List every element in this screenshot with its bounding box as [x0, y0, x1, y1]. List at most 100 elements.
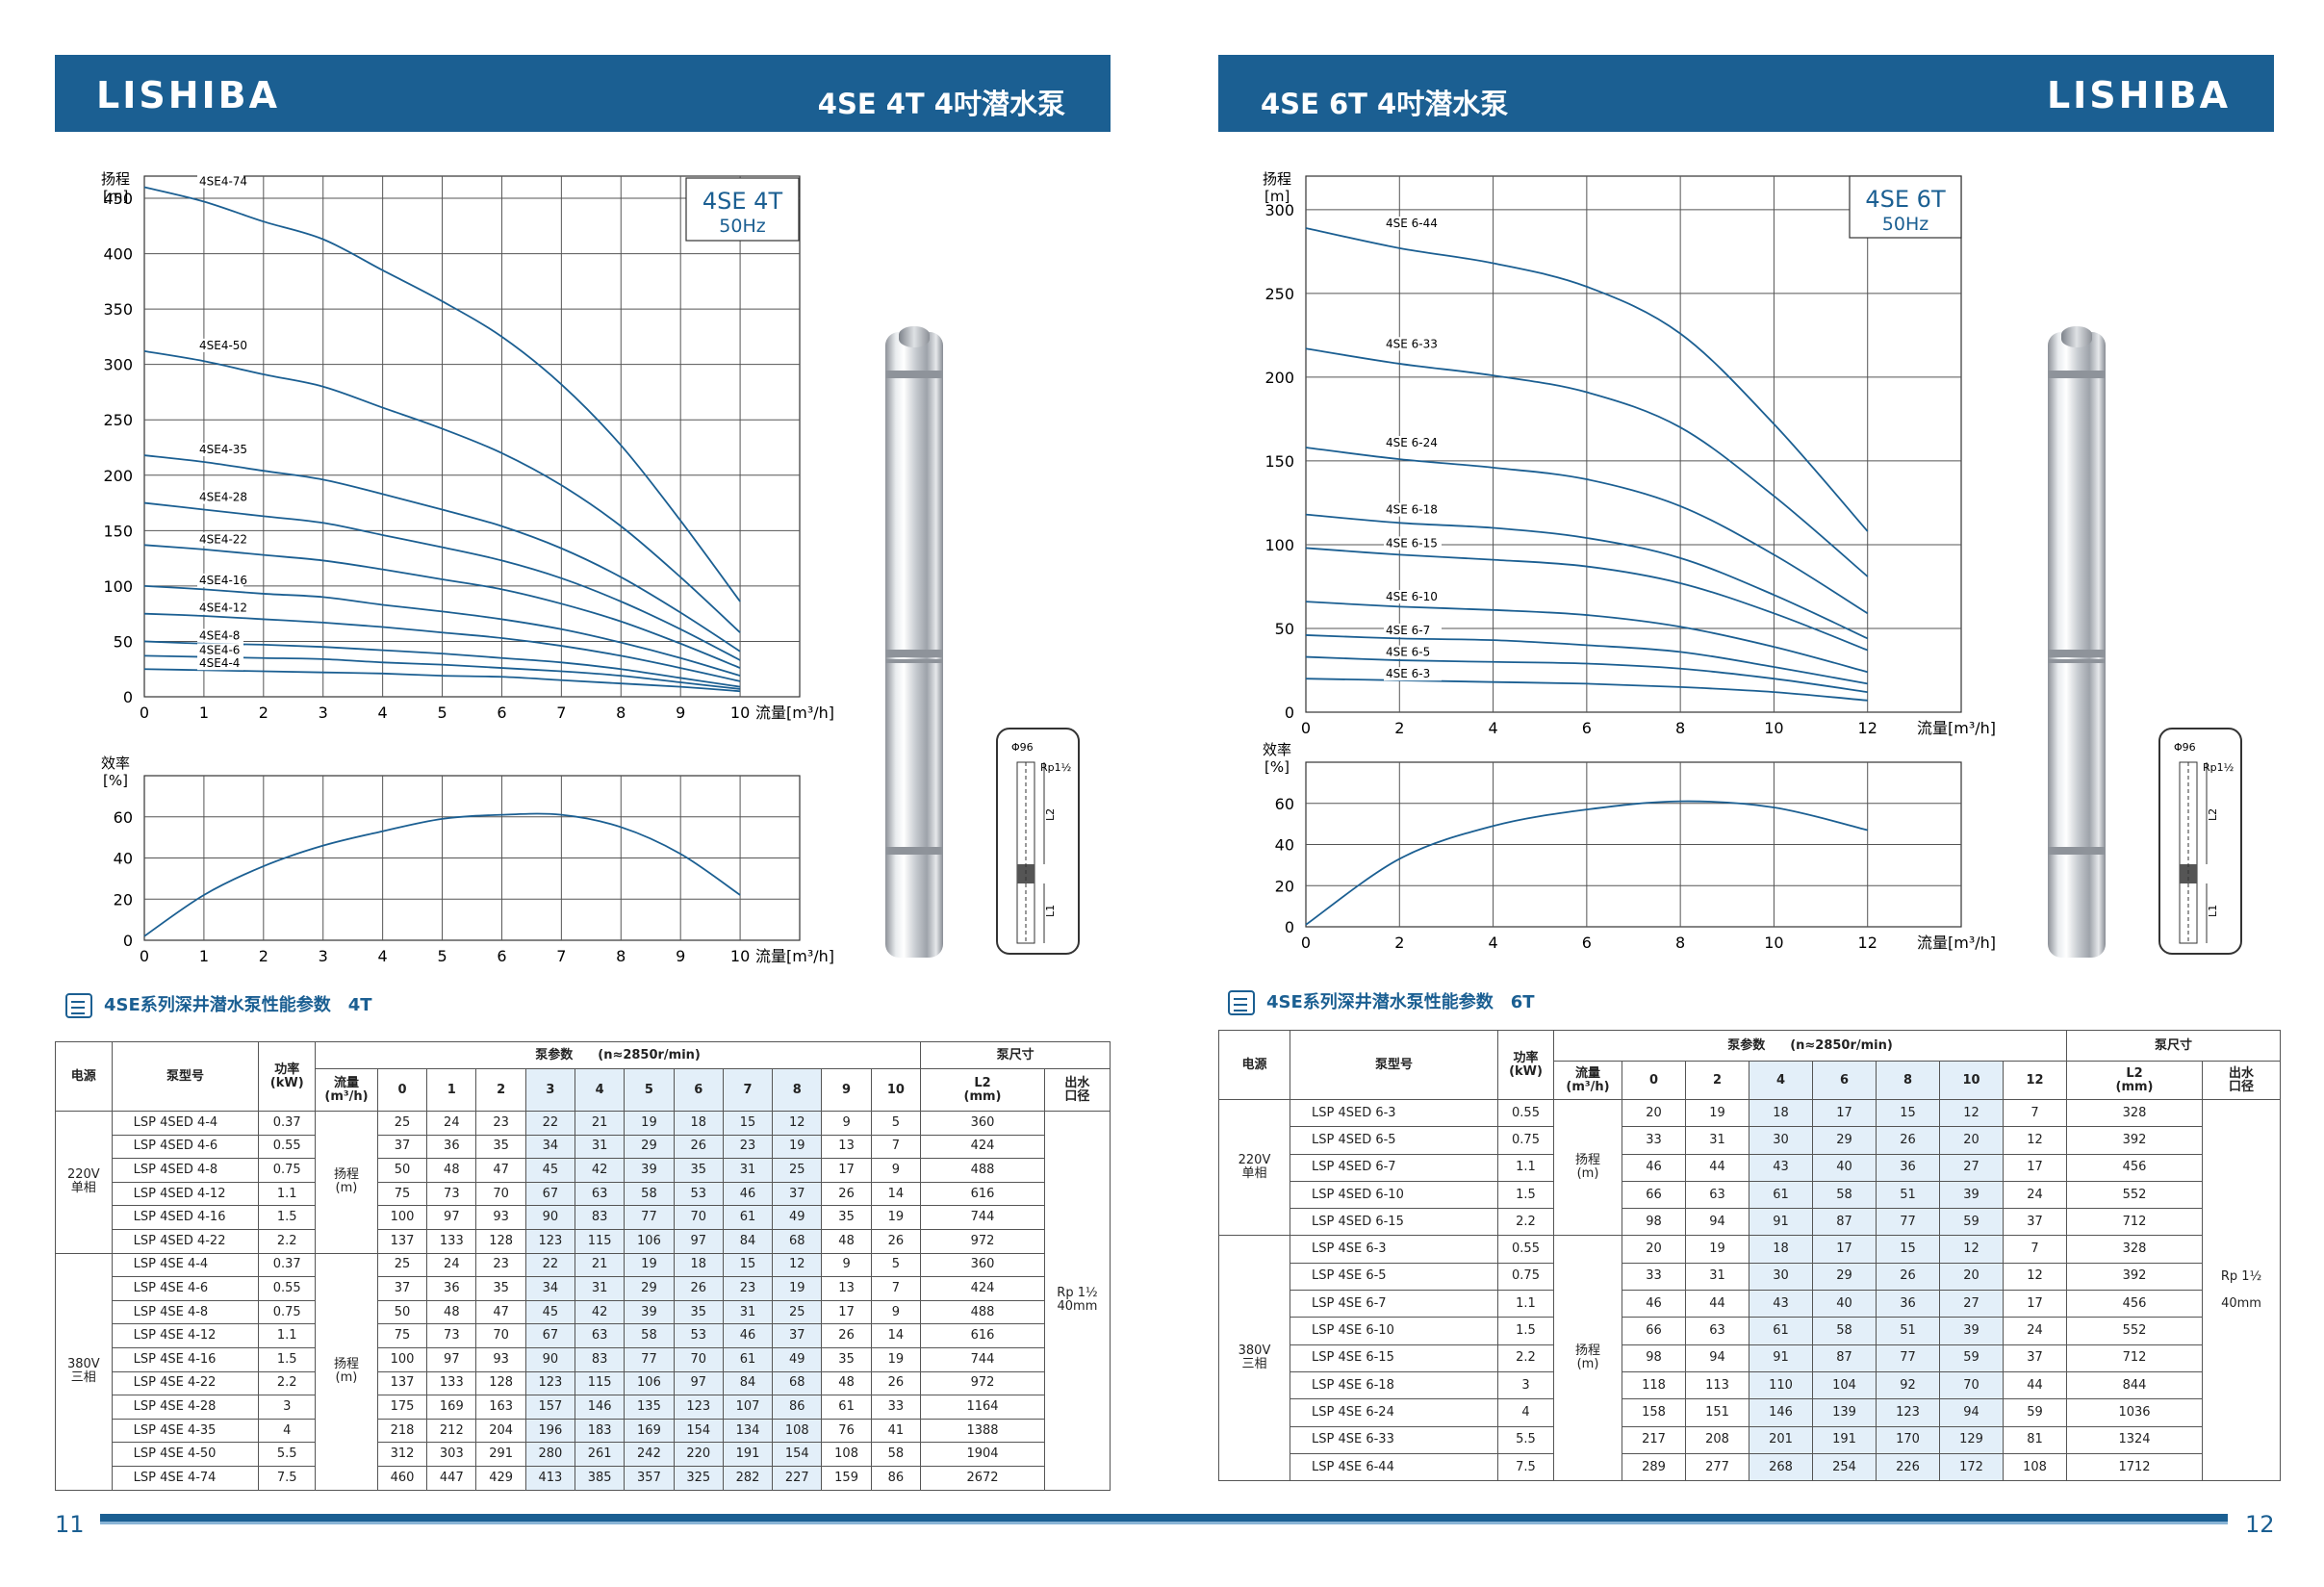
document-icon: [65, 993, 92, 1018]
head-value-cell: 325: [673, 1465, 724, 1491]
head-value-cell: 100: [376, 1346, 428, 1372]
head-value-cell: 23: [722, 1276, 774, 1301]
head-value-cell: 13: [821, 1134, 872, 1160]
power-kw-cell: 1.1: [1497, 1153, 1554, 1182]
power-kw-cell: 0.37: [258, 1111, 317, 1136]
head-value-cell: 18: [1749, 1235, 1813, 1264]
x-tick-label: 0: [140, 704, 149, 722]
series-label: 4SE 6-5: [1386, 646, 1430, 659]
column-header: 泵参数 (n≈2850r/min): [1552, 1030, 2068, 1062]
head-value-cell: 75: [376, 1323, 428, 1348]
head-value-cell: 15: [1876, 1098, 1940, 1128]
head-value-cell: 25: [772, 1299, 823, 1325]
series-label: 4SE4-4: [199, 656, 240, 670]
head-value-cell: 18: [1749, 1098, 1813, 1128]
x-tick-label: 4: [378, 704, 388, 722]
series-line: [1305, 347, 1869, 577]
x-tick-label: 9: [676, 947, 685, 965]
table-row: LSP 4SE 6-7 1.1 46 44 43 40 36 27 17 456: [1219, 1290, 2281, 1318]
head-value-cell: 137: [376, 1228, 428, 1254]
power-kw-cell: 7.5: [258, 1465, 317, 1491]
power-kw-cell: 0.75: [1497, 1262, 1554, 1292]
x-tick-label: 6: [497, 704, 506, 722]
model-cell: LSP 4SE 4-12: [111, 1323, 260, 1348]
x-tick-label: 10: [1764, 934, 1783, 952]
l2-cell: 456: [2066, 1290, 2204, 1318]
x-tick-label: 4: [1488, 934, 1497, 952]
power-cell: 220V 单相: [1218, 1098, 1290, 1237]
head-value-cell: 77: [1876, 1344, 1940, 1372]
series-label-bg: [1384, 435, 1442, 449]
head-value-cell: 39: [624, 1158, 675, 1183]
head-value-cell: 73: [426, 1323, 477, 1348]
y-tick-label: 450: [103, 190, 133, 208]
page-title: 4SE 4T 4吋潜水泵: [817, 88, 1065, 120]
head-value-cell: 68: [772, 1370, 823, 1396]
column-header: 泵型号: [1290, 1030, 1498, 1100]
series-label-bg: [197, 573, 243, 587]
head-value-cell: 58: [624, 1323, 675, 1348]
head-value-cell: 26: [673, 1276, 724, 1301]
head-value-cell: 63: [575, 1323, 626, 1348]
l2-cell: 488: [920, 1158, 1045, 1183]
pump-image: [2048, 326, 2106, 958]
x-tick-label: 7: [556, 704, 566, 722]
column-header: L2 (mm): [2066, 1061, 2204, 1100]
series-label-bg: [197, 174, 243, 189]
head-value-cell: 106: [624, 1370, 675, 1396]
flow-header: 6: [673, 1068, 724, 1112]
head-value-cell: 45: [524, 1299, 576, 1325]
head-value-cell: 49: [772, 1346, 823, 1372]
head-value-cell: 154: [772, 1442, 823, 1467]
x-axis-label: 流量[m³/h]: [755, 704, 834, 722]
x-tick-label: 1: [199, 704, 209, 722]
series-label-bg: [1384, 536, 1442, 550]
head-value-cell: 12: [772, 1111, 823, 1136]
head-value-cell: 154: [673, 1418, 724, 1444]
column-header: 功率 (kW): [258, 1041, 317, 1112]
head-value-cell: 98: [1622, 1344, 1686, 1372]
series-label: 4SE 6-33: [1386, 337, 1438, 350]
table-row: 220V 单相 LSP 4SED 6-3 0.55 扬程 (m) 20 19 18 17 15 12 7…: [1218, 1098, 2282, 1482]
flow-header: 8: [1876, 1061, 1940, 1100]
head-value-cell: 59: [1939, 1344, 2004, 1372]
y-axis-label: 扬程: [101, 170, 130, 188]
series-label-bg: [1384, 645, 1442, 659]
l2-cell: 424: [920, 1276, 1045, 1301]
head-value-cell: 170: [1876, 1425, 1940, 1454]
model-cell: LSP 4SE 4-6: [111, 1276, 260, 1301]
y-tick-label: 200: [1264, 369, 1294, 387]
head-value-cell: 67: [524, 1323, 576, 1348]
head-value-cell: 98: [1622, 1208, 1686, 1237]
power-kw-cell: 0.55: [1497, 1235, 1554, 1264]
column-header: 电源: [1218, 1030, 1290, 1100]
x-tick-label: 9: [676, 704, 685, 722]
series-label: 4SE 6-15: [1386, 536, 1438, 550]
head-value-cell: 77: [624, 1205, 675, 1230]
head-value-cell: 226: [1876, 1452, 1940, 1482]
power-kw-cell: 2.2: [1497, 1208, 1554, 1237]
y-tick-label: 20: [1275, 877, 1294, 895]
head-value-cell: 201: [1749, 1425, 1813, 1454]
head-value-cell: 36: [1876, 1290, 1940, 1318]
head-value-cell: 30: [1749, 1262, 1813, 1292]
flow-header: 4: [1749, 1061, 1813, 1100]
power-kw-cell: 7.5: [1497, 1452, 1554, 1482]
head-value-cell: 37: [376, 1276, 428, 1301]
y-axis-label: [%]: [103, 772, 128, 789]
model-cell: LSP 4SE 4-4: [111, 1252, 260, 1278]
table-row: LSP 4SE 4-22 2.2 137 133 128 123 115 106 97 84 68 4…: [56, 1370, 1111, 1396]
head-value-cell: 49: [772, 1205, 823, 1230]
column-header: 泵尺寸: [2066, 1030, 2282, 1062]
head-value-cell: 84: [722, 1370, 774, 1396]
table-row: LSP 4SED 4-8 0.75 50 48 47 45 42 39 35 31 25 17 9 488: [56, 1158, 1111, 1183]
flow-header: 10: [870, 1068, 922, 1112]
head-value-cell: 18: [673, 1252, 724, 1278]
series-label-bg: [1384, 623, 1442, 637]
x-tick-label: 3: [319, 704, 328, 722]
y-axis-label: 扬程: [1263, 170, 1291, 188]
head-value-cell: 106: [624, 1228, 675, 1254]
table-row: LSP 4SE 6-18 3 118 113 110 104 92 70 44 844: [1219, 1370, 2281, 1400]
head-value-cell: 191: [722, 1442, 774, 1467]
